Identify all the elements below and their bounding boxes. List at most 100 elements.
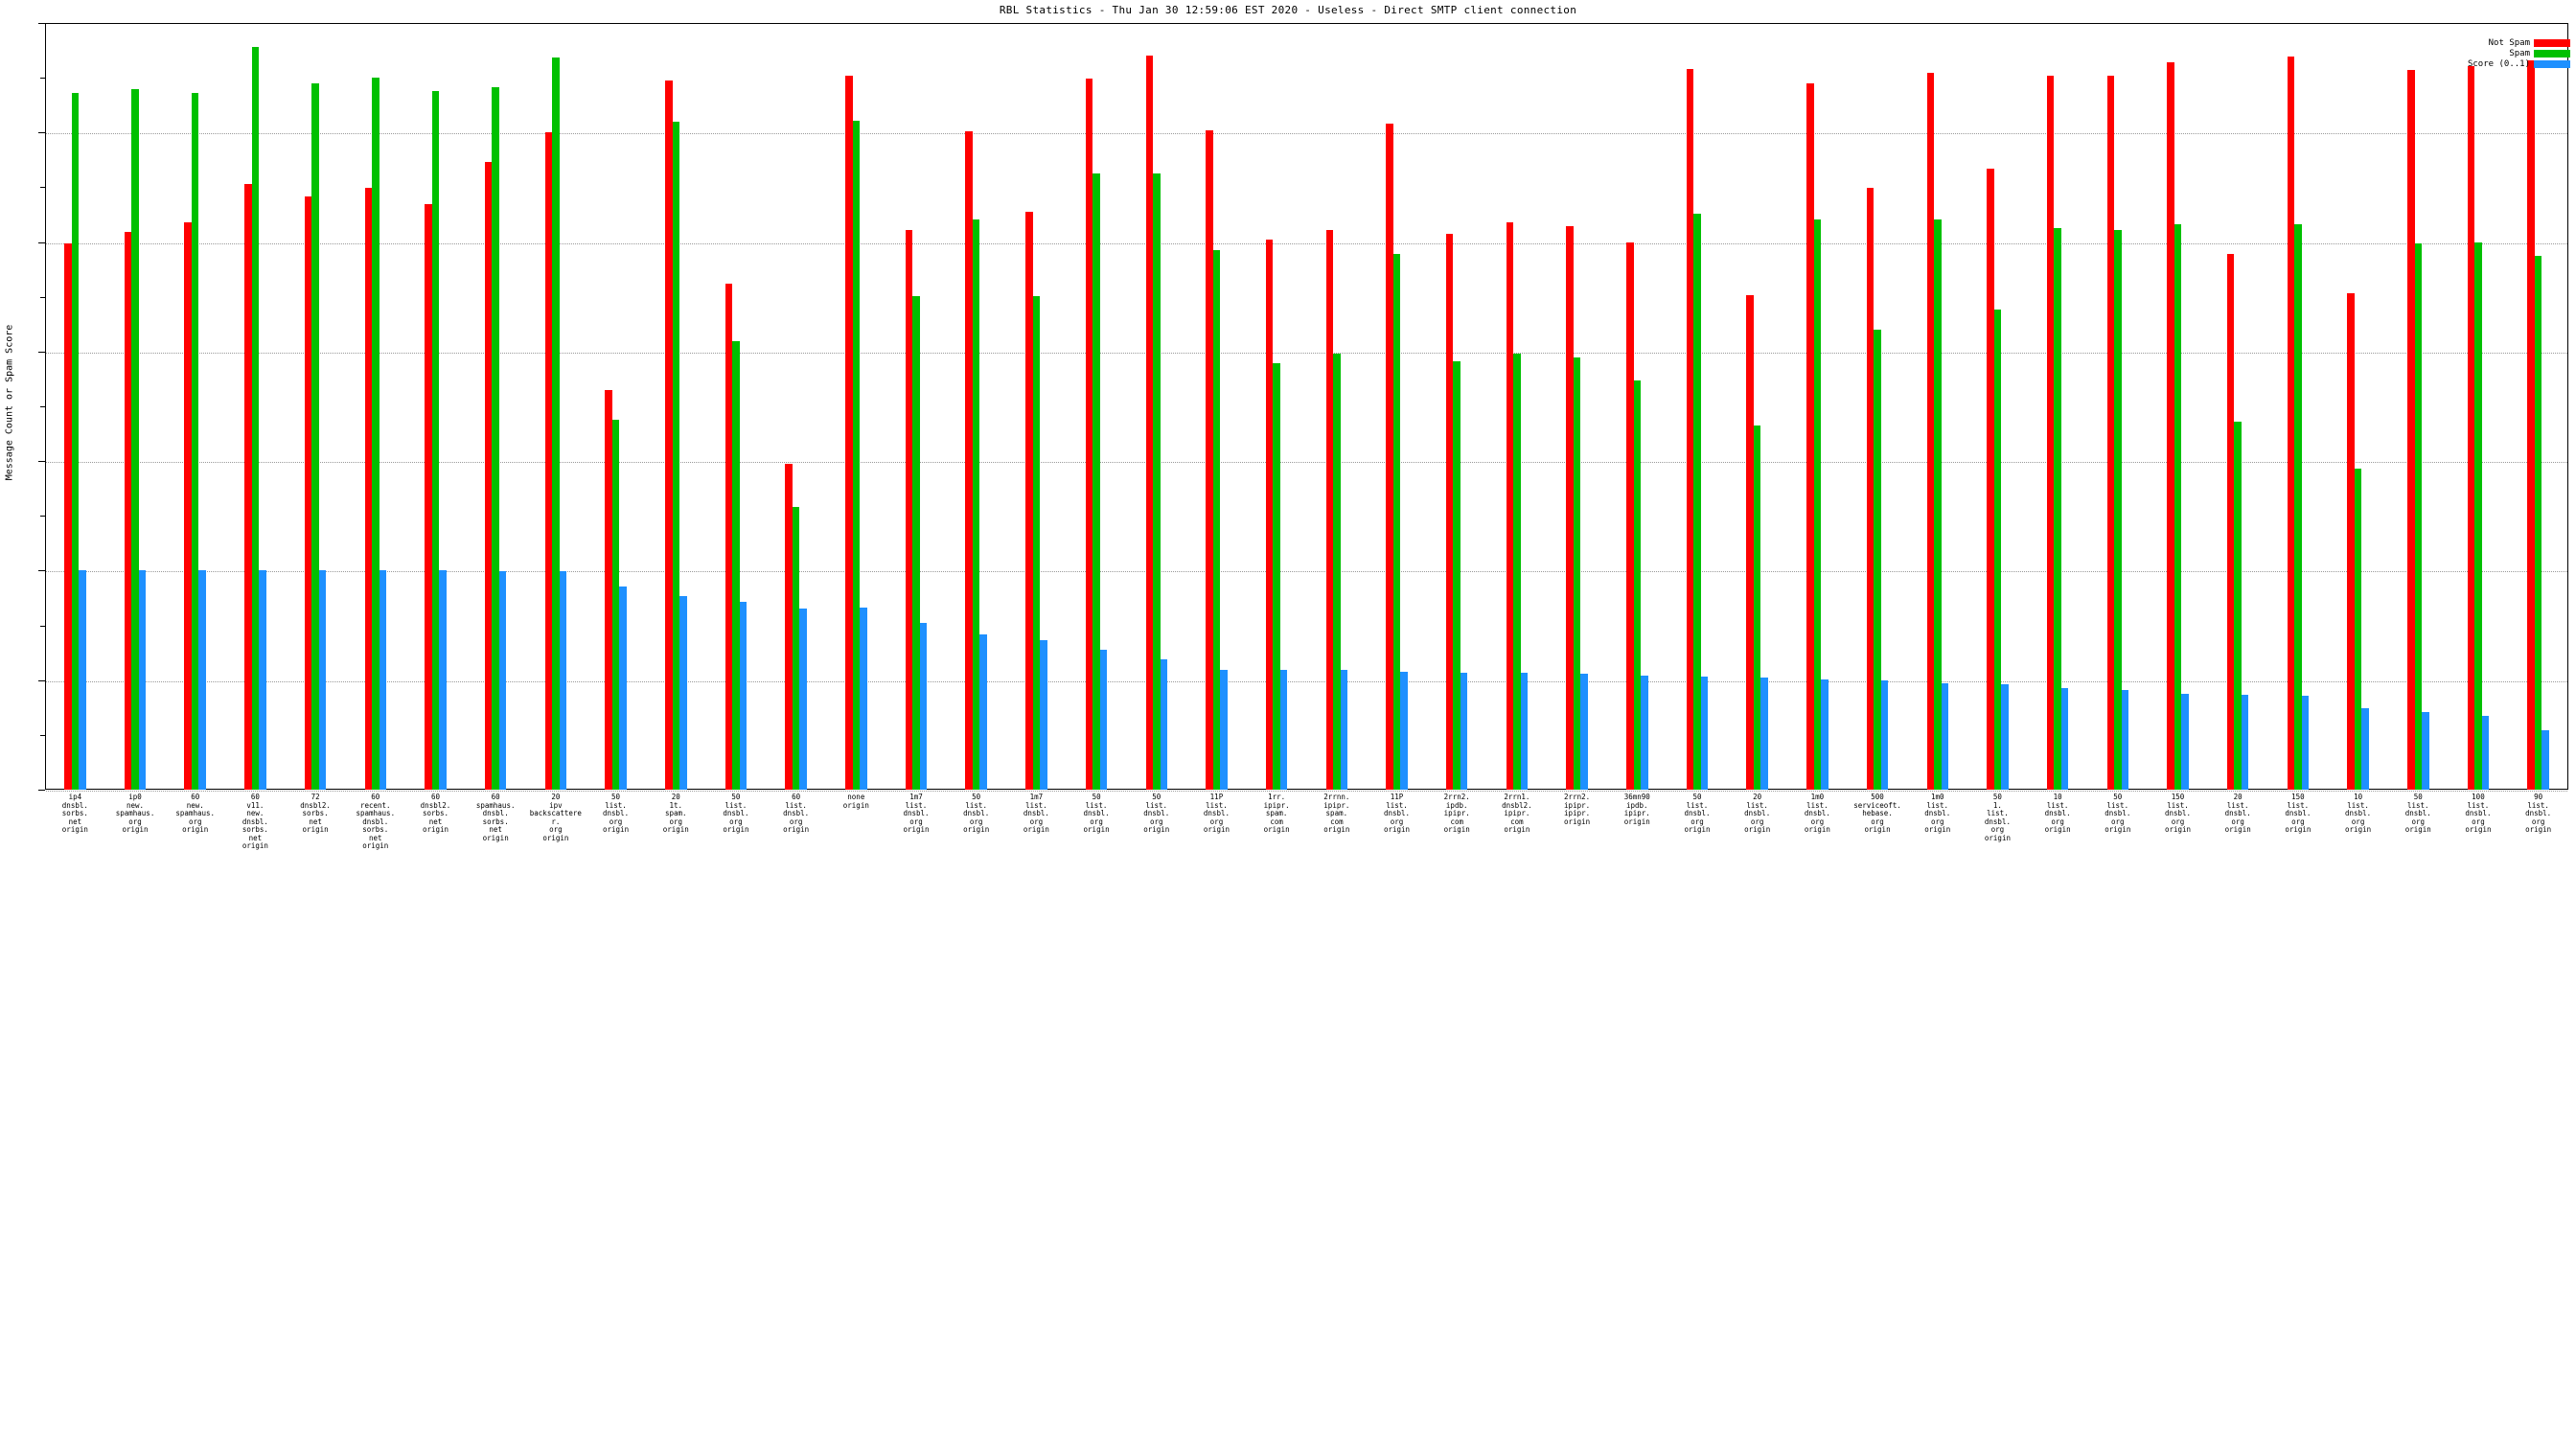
bar-spam [1153,173,1161,790]
y-axis-minor-tickmark [40,734,45,736]
bar-spam [2414,242,2423,790]
y-axis-tickmark [38,461,45,463]
bar-spam [611,419,620,790]
bar-score [1520,672,1529,790]
x-axis-tick-label: 60 spamhaus. dnsbl. sorbs. net origin [475,793,516,842]
bar-score [1641,675,1648,790]
bar-spam [2174,224,2182,790]
bar-spam [1513,354,1521,790]
bar-not-spam [1926,73,1934,790]
x-axis-tick-label: 20 ipv backscatterer. org origin [529,793,582,842]
bar-spam [492,86,499,790]
x-axis-tick-label: 100 list. dnsbl. org origin [2465,793,2492,834]
bar-spam [1092,173,1100,790]
gridline [46,571,2567,573]
bar-score [318,570,327,790]
y-axis-minor-tickmark [40,406,45,407]
x-axis-tick-label: 1m0 list. dnsbl. org origin [1804,793,1830,834]
bar-spam [552,58,560,790]
y-axis-tickmark [38,242,45,243]
bar-not-spam [1506,222,1514,790]
bar-score [1279,669,1288,790]
gridline [46,133,2567,135]
bar-not-spam [2226,253,2235,790]
x-axis-tick-label: 90 list. dnsbl. org origin [2525,793,2552,834]
bar-not-spam [1566,225,1574,790]
bar-not-spam [1746,294,1754,790]
bar-not-spam [1866,188,1874,790]
bar-spam [1874,329,1881,790]
bar-spam [1573,357,1581,790]
x-axis-tick-label: 10 list. dnsbl. org origin [2044,793,2071,834]
bar-score [259,570,266,790]
y-axis-tickmark [38,351,45,353]
x-axis-tick-label: 50 list. dnsbl. org origin [2404,793,2431,834]
x-axis-tick-labels: ip4 dnsbl. sorbs. net origin ip0 new. spa… [45,793,2568,1449]
x-axis-tick-label: 2rrn2. ipipr. ipipr. origin [1564,793,1591,826]
bar-score [138,570,147,790]
bar-not-spam [1806,83,1814,790]
bar-not-spam [1626,242,1634,790]
bar-spam [2294,224,2302,790]
bar-not-spam [785,463,793,790]
bar-spam [131,88,139,790]
x-axis-tick-label: 50 list. dnsbl. org origin [2104,793,2131,834]
x-axis-tick-label: 60 dnsbl2. sorbs. net origin [420,793,451,834]
bar-score [1040,640,1047,790]
bar-not-spam [1206,129,1213,790]
gridline [46,352,2567,354]
bar-spam [2114,229,2122,790]
legend-entry-spam: Spam [2468,49,2570,58]
bar-not-spam [2527,59,2535,790]
bar-not-spam [905,229,913,790]
x-axis-tick-label: 50 list. dnsbl. org origin [1083,793,1110,834]
legend-entry-score: Score (0..1) [2468,59,2570,69]
bar-not-spam [2407,70,2415,790]
legend-swatch-score [2534,60,2570,68]
bar-spam [1753,426,1761,790]
bar-spam [912,296,920,790]
legend-entry-not-spam: Not Spam [2468,38,2570,48]
bar-spam [1693,214,1701,790]
bar-score [739,601,748,790]
x-axis-tick-label: 150 list. dnsbl. org origin [2285,793,2312,834]
bar-not-spam [2106,76,2115,790]
bar-score [2060,687,2069,790]
x-axis-tick-label: none origin [842,793,869,810]
x-axis-tick-label: ip0 new. spamhaus. org origin [115,793,155,834]
x-axis-tick-label: 20 list. dnsbl. org origin [1744,793,1771,834]
legend-label-not-spam: Not Spam [2488,38,2530,48]
y-axis-tickmark [38,23,45,24]
bar-spam [71,92,80,790]
bar-score [1220,669,1228,790]
bar-not-spam [184,222,192,790]
bar-not-spam [1325,229,1334,790]
x-axis-tick-label: 36mn90 ipdb. ipipr. origin [1623,793,1650,826]
bar-not-spam [484,161,493,790]
bar-not-spam [124,231,132,790]
bar-spam [1453,360,1460,790]
bar-not-spam [2167,61,2174,790]
bar-score [1941,682,1948,790]
chart-legend: Not Spam Spam Score (0..1) [2468,38,2570,70]
y-axis-minor-tickmark [40,516,45,518]
x-axis-tick-label: 2rrn1. dnsbl2. ipipr. com origin [1502,793,1532,834]
legend-label-spam: Spam [2509,49,2530,58]
bar-not-spam [544,131,553,790]
bar-score [1760,678,1768,790]
x-axis-tick-label: 1m7 list. dnsbl. org origin [1023,793,1049,834]
bar-score [2121,689,2129,790]
bar-spam [1273,363,1280,790]
x-axis-tick-label: 1rr. ipipr. spam. com origin [1263,793,1290,834]
bar-spam [672,122,679,790]
x-axis-tick-label: 50 list. dnsbl. org origin [1684,793,1711,834]
bar-spam [2474,242,2482,790]
bar-not-spam [2287,57,2295,790]
bar-score [79,570,86,790]
bar-score [679,596,687,790]
bar-score [198,570,206,790]
x-axis-tick-label: 50 1. list. dnsbl. org origin [1984,793,2011,842]
bar-not-spam [1445,233,1454,790]
bar-spam [372,77,380,790]
bar-score [2241,695,2249,790]
